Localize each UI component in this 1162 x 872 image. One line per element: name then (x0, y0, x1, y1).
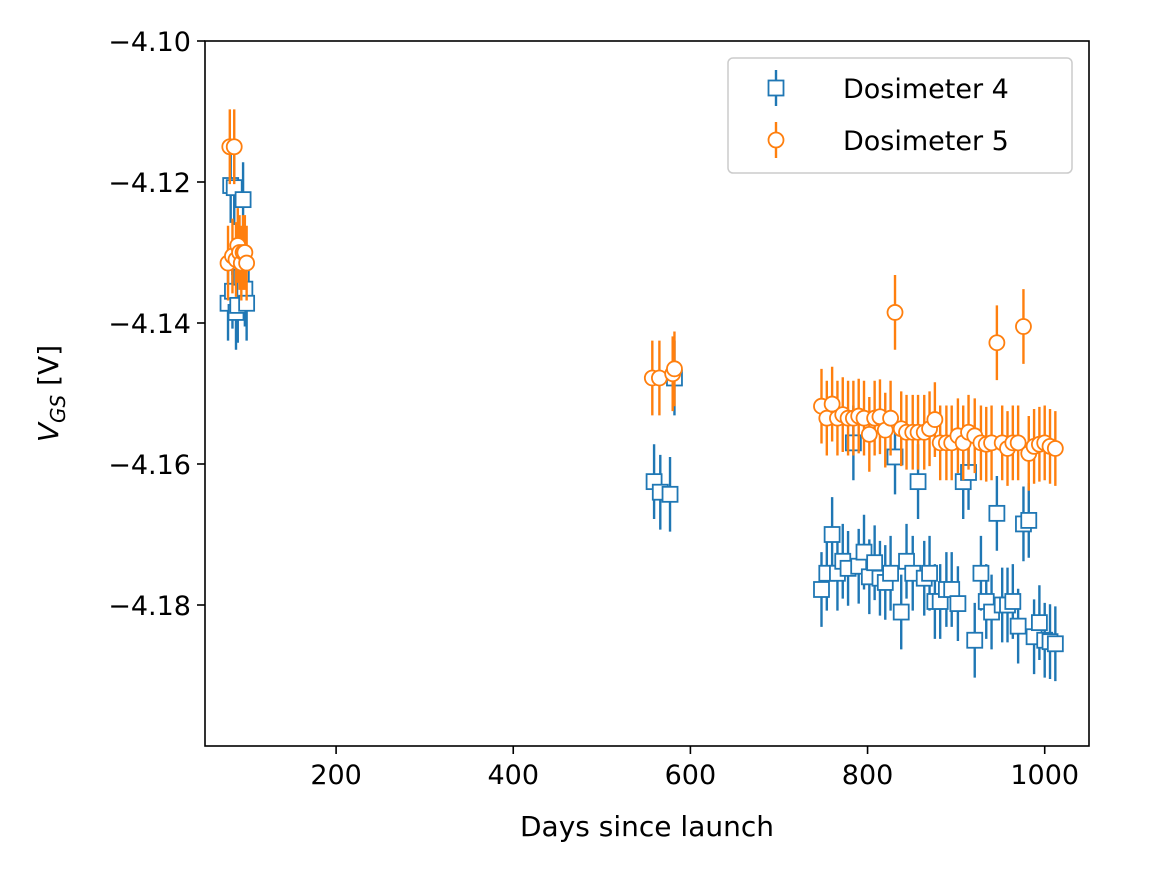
data-point (1009, 617, 1027, 635)
data-point (966, 631, 984, 649)
data-point (823, 526, 841, 543)
data-point (225, 138, 243, 156)
data-point (238, 254, 256, 272)
y-axis: −4.10 −4.12 −4.14 −4.16 −4.18 (108, 27, 205, 622)
y-tick-label: −4.14 (108, 309, 191, 340)
x-tick-label: 1000 (1010, 760, 1079, 791)
y-axis-label-unit: [V] (32, 345, 65, 395)
y-tick-label: −4.10 (108, 27, 191, 58)
data-point (882, 409, 899, 427)
data-point (860, 425, 878, 443)
data-point (1046, 440, 1064, 457)
x-tick-label: 400 (487, 760, 539, 791)
y-axis-label-subscript: GS (46, 394, 70, 422)
data-point (1046, 635, 1064, 653)
series-1 (219, 148, 1064, 682)
data-point (1009, 434, 1027, 452)
data-point (972, 564, 990, 582)
x-tick-label: 600 (665, 760, 717, 791)
legend-marker (767, 131, 785, 149)
x-tick-label: 200 (310, 760, 362, 791)
data-point (886, 304, 904, 321)
data-point (882, 564, 899, 582)
data-point (921, 564, 938, 582)
legend-box (727, 57, 1073, 174)
y-axis-label-symbol: V (32, 421, 65, 442)
data-point (892, 603, 910, 621)
data-point (949, 595, 967, 612)
data-point (943, 581, 961, 598)
y-tick-label: −4.18 (108, 591, 191, 622)
data-point (988, 334, 1006, 352)
y-tick-label: −4.12 (108, 168, 191, 199)
data-point (866, 554, 884, 572)
legend: Dosimeter 4 Dosimeter 5 (727, 57, 1073, 174)
data-point (813, 581, 830, 598)
series-2 (219, 109, 1064, 491)
plot-area (219, 109, 1064, 682)
data-point (823, 395, 841, 413)
data-point (666, 360, 683, 378)
data-point (1004, 593, 1022, 610)
data-point (1030, 614, 1048, 632)
legend-label: Dosimeter 5 (843, 126, 1009, 157)
y-axis-label: VGS [V] (32, 345, 70, 442)
data-point (1020, 512, 1038, 529)
data-point (988, 504, 1006, 522)
x-tick-label: 800 (842, 760, 894, 791)
plot-frame (204, 40, 1090, 747)
x-axis-label: Days since launch (520, 810, 774, 843)
data-point (1015, 318, 1032, 335)
legend-marker (767, 79, 785, 97)
data-point (234, 191, 252, 209)
legend-label: Dosimeter 4 (843, 74, 1009, 105)
y-tick-label: −4.16 (108, 450, 191, 481)
data-point (926, 411, 944, 428)
x-axis: 200 400 600 800 1000 (310, 746, 1079, 791)
data-point (661, 485, 679, 503)
data-point (909, 473, 927, 491)
